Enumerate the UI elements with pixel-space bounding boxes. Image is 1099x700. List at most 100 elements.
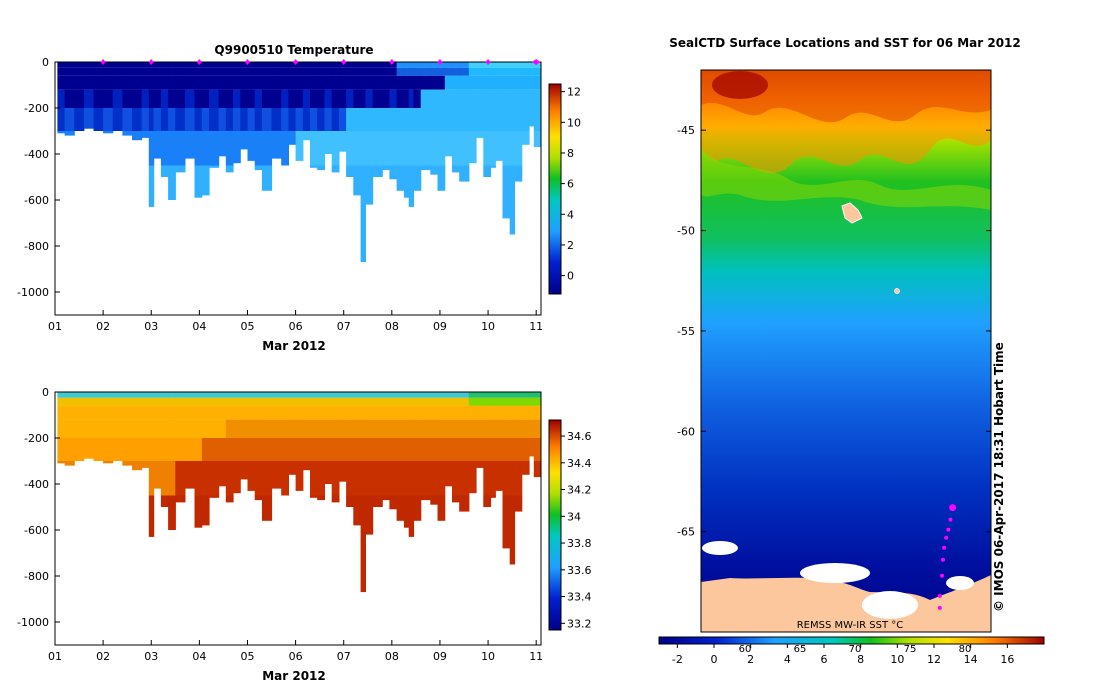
profile-cell	[148, 75, 155, 90]
profile-cell	[122, 461, 133, 466]
profile-cell	[403, 461, 410, 496]
profile-cell	[168, 438, 176, 461]
profile-cell	[103, 75, 114, 90]
profile-cell	[353, 131, 362, 166]
profile-cell	[509, 397, 516, 406]
profile-cell	[353, 67, 362, 76]
profile-cell	[201, 397, 210, 406]
profile-cell	[57, 405, 66, 420]
profile-cell	[317, 495, 325, 501]
profile-cell	[420, 419, 431, 438]
profile-cell	[430, 131, 439, 166]
profile-cell	[324, 108, 333, 131]
profile-cell	[509, 438, 516, 461]
profile-cell	[240, 108, 249, 131]
profile-cell	[261, 419, 273, 438]
profile-cell	[254, 62, 263, 68]
profile-cell	[476, 405, 484, 420]
profile-cell	[324, 419, 333, 438]
x-tick-label: 03	[144, 650, 158, 663]
profile-cell	[288, 75, 297, 90]
x-tick-label: 10	[481, 320, 495, 333]
temperature-heatmap	[57, 62, 541, 263]
profile-cell	[288, 397, 297, 406]
profile-cell	[247, 438, 256, 461]
profile-cell	[148, 495, 155, 537]
profile-cell	[413, 75, 422, 90]
profile-cell	[459, 397, 470, 406]
profile-cell	[468, 89, 477, 108]
salinity-heatmap	[57, 392, 541, 593]
profile-cell	[247, 131, 256, 161]
profile-cell	[83, 392, 95, 398]
profile-cell	[247, 419, 256, 438]
profile-cell	[74, 75, 85, 90]
profile-cell	[521, 75, 530, 90]
profile-cell	[184, 461, 196, 489]
profile-cell	[490, 165, 496, 168]
profile-cell	[64, 461, 75, 466]
profile-cell	[476, 131, 484, 138]
profile-cell	[310, 438, 318, 461]
profile-cell	[338, 461, 347, 482]
x-tick-label: 09	[433, 320, 447, 333]
profile-cell	[430, 495, 439, 505]
profile-cell	[413, 438, 422, 461]
profile-cell	[509, 419, 516, 438]
profile-cell	[281, 461, 289, 496]
profile-cell	[225, 75, 234, 90]
profile-cell	[184, 89, 196, 108]
surface-marker	[244, 59, 250, 65]
profile-cell	[360, 438, 366, 461]
profile-cell	[430, 67, 439, 76]
profile-cell	[521, 461, 530, 475]
profile-cell	[509, 405, 516, 420]
x-tick-label: 06	[289, 650, 303, 663]
track-point	[937, 593, 942, 598]
map-lat-label: -65	[677, 526, 695, 539]
profile-cell	[209, 165, 220, 168]
profile-cell	[338, 392, 347, 398]
profile-cell	[346, 405, 354, 420]
profile-cell	[218, 419, 227, 438]
profile-cell	[408, 392, 415, 398]
profile-cell	[533, 392, 541, 398]
profile-cell	[254, 397, 263, 406]
profile-cell	[476, 392, 484, 398]
profile-cell	[452, 419, 460, 438]
profile-cell	[288, 67, 297, 76]
profile-cell	[403, 495, 410, 528]
profile-cell	[122, 392, 133, 398]
profile-cell	[331, 108, 340, 131]
profile-cell	[247, 62, 256, 68]
profile-cell	[57, 397, 66, 406]
x-tick-label: 02	[96, 320, 110, 333]
profile-cell	[218, 108, 227, 131]
profile-cell	[201, 89, 210, 108]
profile-cell	[396, 495, 405, 521]
profile-cell	[372, 89, 383, 108]
profile-cell	[495, 108, 504, 131]
profile-cell	[254, 392, 263, 398]
profile-cell	[420, 397, 431, 406]
profile-cell	[317, 131, 325, 166]
profile-cell	[408, 131, 415, 166]
profile-cell	[459, 108, 470, 131]
profile-cell	[389, 397, 398, 406]
profile-cell	[271, 75, 282, 90]
profile-cell	[175, 165, 186, 173]
profile-cell	[175, 62, 186, 68]
profile-cell	[310, 108, 318, 131]
profile-cell	[254, 165, 263, 171]
profile-cell	[83, 405, 95, 420]
profile-cell	[372, 108, 383, 131]
profile-cell	[141, 89, 150, 108]
profile-cell	[389, 89, 398, 108]
profile-cell	[247, 392, 256, 398]
profile-cell	[509, 108, 516, 131]
profile-cell	[324, 405, 333, 420]
profile-cell	[64, 75, 75, 90]
surface-marker	[532, 59, 541, 65]
profile-cell	[112, 438, 123, 461]
profile-cell	[201, 62, 210, 68]
